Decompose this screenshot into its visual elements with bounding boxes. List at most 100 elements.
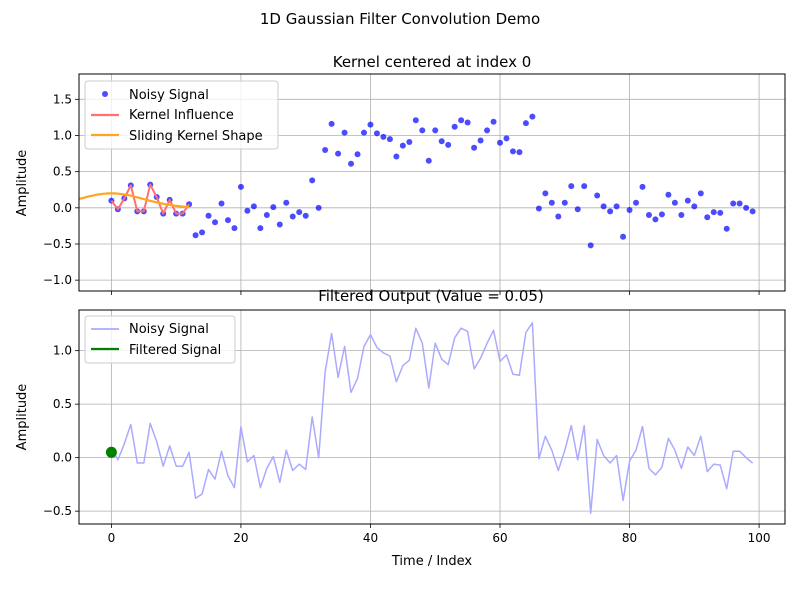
bottom-x-tick-label: 40 [363,531,378,545]
noisy-signal-point [484,127,491,134]
noisy-signal-point [192,232,199,239]
top-data-layer [79,113,756,249]
noisy-signal-point [406,138,413,145]
noisy-signal-point [717,209,724,216]
top-legend-box [84,80,279,150]
noisy-signal-point [490,118,497,125]
bottom-y-tick-label: −0.5 [43,504,72,518]
noisy-signal-point [542,190,549,197]
noisy-signal-point [555,213,562,220]
bottom-grid [79,310,785,524]
legend-noisy-signal-label: Noisy Signal [129,88,209,103]
noisy-signal-point [224,217,231,224]
bottom-y-axis-label: Amplitude [15,384,30,451]
bottom-data-layer [105,322,754,515]
noisy-signal-point [587,242,594,249]
noisy-signal-point [212,219,219,226]
noisy-signal-point [419,127,426,134]
noisy-signal-point [302,212,309,219]
noisy-signal-point [607,208,614,215]
noisy-signal-point [639,183,646,190]
legend-noisy-signal-marker [102,91,108,97]
noisy-signal-point [535,205,542,212]
top-y-tick-label: 0.0 [53,201,72,215]
noisy-signal-point [691,203,698,210]
noisy-signal-point [749,208,756,215]
noisy-signal-point [704,214,711,221]
bottom-ticks: 0 20 40 60 80 100 −0.5 0.0 0.5 1.0 [43,344,771,545]
noisy-signal-point [393,153,400,160]
noisy-signal-point [380,133,387,140]
noisy-signal-point [263,212,270,219]
noisy-signal-point [231,225,238,232]
top-y-axis-label: Amplitude [15,150,30,217]
noisy-signal-point [581,183,588,190]
top-y-tick-label: 1.0 [53,128,72,142]
noisy-signal-point [348,160,355,167]
noisy-signal-point [529,113,536,120]
noisy-signal-point [445,141,452,148]
filtered-signal-marker [105,446,117,458]
noisy-signal-point [645,212,652,219]
noisy-signal-point [322,146,329,153]
noisy-signal-point [341,129,348,136]
noisy-signal-point [360,129,367,136]
noisy-signal-point [561,199,568,206]
top-y-tick-label: −1.0 [43,273,72,287]
bottom-x-tick-label: 100 [748,531,771,545]
noisy-signal-point [522,120,529,127]
noisy-signal-point [665,191,672,198]
bottom-x-tick-label: 80 [622,531,637,545]
noisy-signal-point [613,203,620,210]
noisy-signal-point [594,192,601,199]
bottom-axes-frame [78,309,786,525]
noisy-signal-point [328,120,335,127]
top-axes-frame [78,73,786,292]
noisy-signal-point [438,138,445,145]
noisy-signal-point [652,216,659,223]
noisy-signal-point [477,137,484,144]
noisy-signal-point [710,209,717,216]
noisy-signal-point [367,121,374,128]
noisy-signal-line [110,322,754,515]
top-ticks: −1.0 −0.5 0.0 0.5 1.0 1.5 [43,92,760,295]
noisy-signal-point [730,200,737,207]
bottom-x-tick-label: 20 [233,531,248,545]
noisy-signal-point [736,200,743,207]
noisy-signal-point [697,190,704,197]
noisy-signal-point [289,213,296,220]
top-y-tick-label: 1.5 [53,92,72,106]
noisy-signal-point [678,212,685,219]
noisy-signal-point [425,157,432,164]
kernel-influence-line [110,183,190,215]
noisy-signal-point [244,207,251,214]
top-chart-panel: Kernel centered at index 0 −1.0 −0.5 0.0 0.… [15,53,786,295]
bottom-x-axis-label: Time / Index [391,554,473,569]
noisy-signal-point [464,119,471,126]
bottom-chart-panel: 0 20 40 60 80 100 −0.5 0.0 0.5 1.0 Filtered Outpu… [15,287,786,569]
noisy-signal-point [620,233,627,240]
noisy-signal-point [723,225,730,232]
figure-suptitle: 1D Gaussian Filter Convolution Demo [260,10,540,28]
noisy-signal-point [451,123,458,130]
noisy-signal-point [218,200,225,207]
noisy-signal-point [296,209,303,216]
noisy-signal-point [386,136,393,143]
legend-filtered-signal-label: Filtered Signal [129,343,221,358]
legend-sliding-kernel-label: Sliding Kernel Shape [129,129,263,144]
bottom-y-tick-label: 1.0 [53,344,72,358]
noisy-signal-point [574,206,581,213]
noisy-signal-point [684,197,691,204]
noisy-signal-point [509,148,516,155]
top-y-tick-label: 0.5 [53,165,72,179]
noisy-signal-point [270,204,277,211]
bottom-chart-title: Filtered Output (Value = 0.05) [318,287,544,305]
noisy-signal-point [471,144,478,151]
noisy-signal-point [626,206,633,213]
noisy-signal-point [309,177,316,184]
sliding-kernel-shape-curve [79,192,190,209]
noisy-signal-point [257,225,264,232]
noisy-signal-point [237,183,244,190]
bottom-y-tick-label: 0.0 [53,451,72,465]
